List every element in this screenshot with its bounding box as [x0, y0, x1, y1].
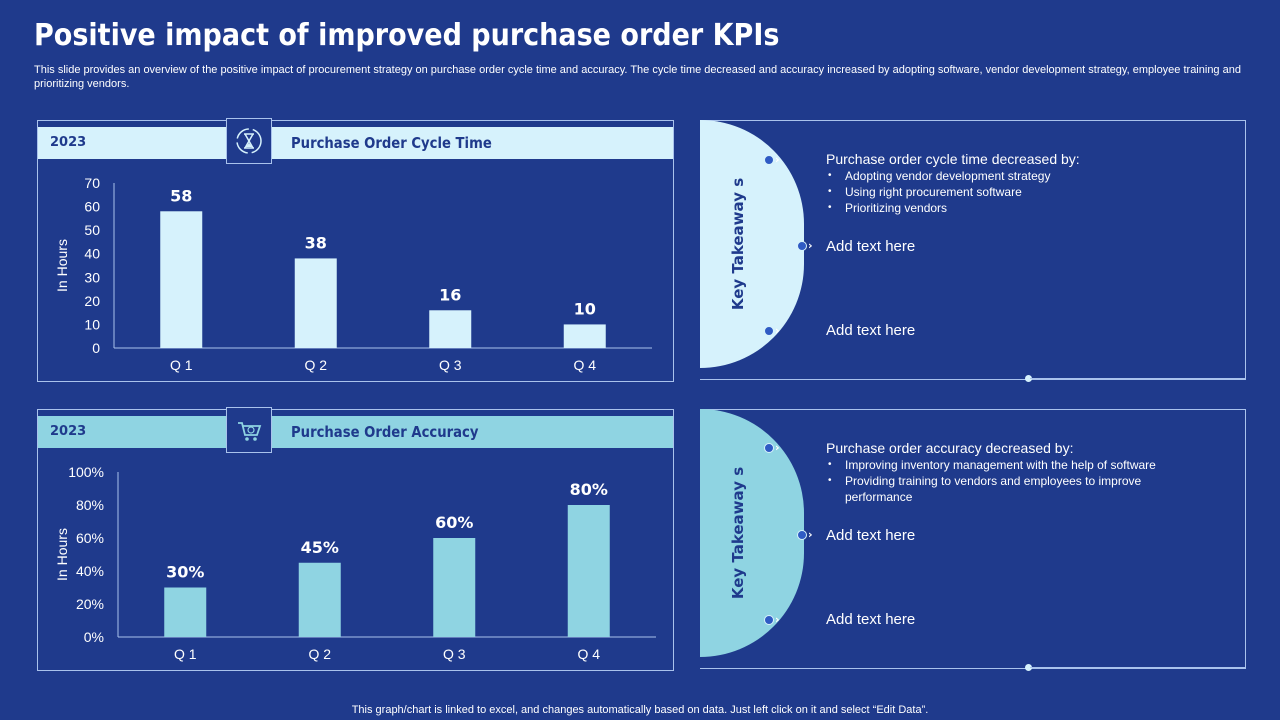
bullet-dot [797, 241, 807, 251]
divider [1030, 667, 1246, 668]
takeaway-frame [700, 409, 1246, 669]
y-tick-label: 0 [92, 340, 100, 356]
bullet-dot [764, 615, 774, 625]
bar [567, 505, 610, 637]
add-text-placeholder[interactable]: Add text here [826, 238, 916, 255]
y-tick-label: 70 [84, 175, 100, 191]
y-axis-label: In Hours [54, 239, 70, 292]
data-label: 38 [305, 233, 327, 252]
chevron-right-icon: › [775, 441, 780, 454]
bar [429, 310, 472, 348]
x-tick-label: Q 3 [443, 646, 466, 662]
accuracy-chart[interactable]: 0% 20% 40% 60% 80% 100% In Hours 30% Q 1 45% Q 2 60… [38, 410, 675, 672]
takeaway-list: Adopting vendor development strategy Usi… [826, 168, 1206, 216]
y-tick-label: 40 [84, 246, 100, 262]
takeaway-list: Improving inventory management with the … [826, 457, 1206, 505]
bullet-dot [764, 443, 774, 453]
cycle-time-title: Purchase Order Cycle Time [291, 134, 492, 152]
y-tick-label: 60 [84, 199, 100, 215]
takeaway-frame [700, 120, 1246, 380]
list-item: Using right procurement software [826, 184, 1206, 200]
page-title: Positive impact of improved purchase ord… [34, 18, 780, 53]
divider [1030, 378, 1246, 379]
bar [298, 562, 341, 637]
y-tick-label: 40% [76, 563, 104, 579]
y-axis-label: In Hours [54, 528, 70, 581]
cycle-time-header: 2023 Purchase Order Cycle Time [38, 127, 673, 159]
data-label: 16 [439, 285, 461, 304]
data-label: 30% [166, 563, 204, 582]
takeaway-heading: Purchase order accuracy decreased by: [826, 440, 1074, 456]
y-tick-label: 30 [84, 269, 100, 285]
cycle-time-takeaways: Key Takeaway s › › › Purchase order cycl… [700, 120, 1246, 382]
list-item: Prioritizing vendors [826, 200, 1206, 216]
y-tick-label: 100% [68, 464, 104, 480]
hourglass-icon [226, 118, 272, 164]
add-text-placeholder[interactable]: Add text here [826, 611, 916, 628]
y-tick-label: 80% [76, 497, 104, 513]
y-tick-label: 60% [76, 530, 104, 546]
x-tick-label: Q 2 [304, 357, 327, 373]
x-tick-label: Q 1 [170, 357, 193, 373]
x-tick-label: Q 3 [439, 357, 462, 373]
accuracy-title: Purchase Order Accuracy [291, 423, 479, 441]
footer-note: This graph/chart is linked to excel, and… [351, 704, 929, 716]
accuracy-takeaways: Key Takeaway s › › › Purchase order accu… [700, 409, 1246, 671]
list-item: Improving inventory management with the … [826, 457, 1206, 473]
list-item: Adopting vendor development strategy [826, 168, 1206, 184]
bar [433, 538, 476, 637]
x-tick-label: Q 1 [174, 646, 197, 662]
cycle-time-year: 2023 [50, 135, 87, 150]
cycle-time-chart[interactable]: 0 10 20 30 40 50 60 70 In Hours 58 Q 1 38 Q 2 16 Q 3 10… [38, 121, 675, 383]
y-tick-label: 50 [84, 222, 100, 238]
chevron-right-icon: › [808, 239, 813, 252]
takeaway-heading: Purchase order cycle time decreased by: [826, 151, 1080, 167]
x-tick-label: Q 4 [573, 357, 596, 373]
data-label: 45% [301, 538, 339, 557]
data-label: 58 [170, 186, 192, 205]
end-dot [1025, 664, 1032, 671]
y-tick-label: 0% [84, 629, 104, 645]
chevron-right-icon: › [808, 528, 813, 541]
y-tick-label: 20% [76, 596, 104, 612]
y-tick-label: 10 [84, 316, 100, 332]
x-tick-label: Q 4 [577, 646, 600, 662]
chevron-right-icon: › [775, 324, 780, 337]
list-item: Providing training to vendors and employ… [826, 473, 1206, 505]
page-subtitle: This slide provides an overview of the p… [34, 64, 1241, 90]
x-tick-label: Q 2 [308, 646, 331, 662]
bar [294, 258, 337, 348]
bar [563, 324, 606, 348]
data-label: 60% [435, 513, 473, 532]
add-text-placeholder[interactable]: Add text here [826, 322, 916, 339]
chevron-right-icon: › [775, 153, 780, 166]
add-text-placeholder[interactable]: Add text here [826, 527, 916, 544]
end-dot [1025, 375, 1032, 382]
cart-icon [226, 407, 272, 453]
data-label: 80% [570, 480, 608, 499]
bar [160, 211, 203, 348]
accuracy-header: 2023 Purchase Order Accuracy [38, 416, 673, 448]
accuracy-panel: 2023 Purchase Order Accuracy 0% 20% 40% 60%… [37, 407, 675, 672]
bullet-dot [764, 326, 774, 336]
accuracy-year: 2023 [50, 424, 87, 439]
cycle-time-panel: 2023 Purchase Order Cycle Time 0 10 20 30 40… [37, 118, 675, 383]
bullet-dot [764, 155, 774, 165]
bar [164, 587, 207, 637]
bullet-dot [797, 530, 807, 540]
y-tick-label: 20 [84, 293, 100, 309]
data-label: 10 [574, 299, 596, 318]
chevron-right-icon: › [775, 613, 780, 626]
